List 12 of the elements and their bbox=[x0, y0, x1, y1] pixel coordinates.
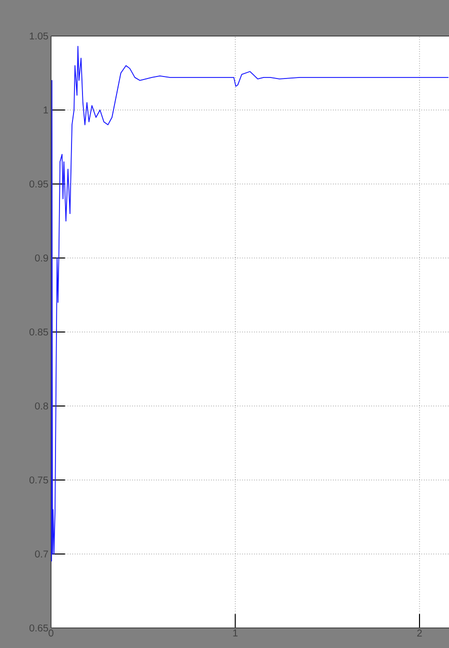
y-tick-label: 0.65 bbox=[29, 624, 48, 632]
x-tick-label: 2 bbox=[417, 630, 422, 636]
y-tick-label: 0.9 bbox=[35, 254, 48, 262]
y-tick-label: 0.75 bbox=[29, 476, 48, 484]
y-tick-label: 0.8 bbox=[35, 402, 48, 410]
y-tick-label: 1 bbox=[44, 106, 48, 114]
y-tick-label: 0.7 bbox=[35, 550, 48, 558]
y-tick-label: 1.05 bbox=[30, 32, 48, 40]
x-tick-label: 0 bbox=[48, 630, 54, 637]
x-tick-label: 1 bbox=[233, 630, 238, 636]
y-tick-label: 0.85 bbox=[29, 328, 48, 336]
y-tick-label: 0.95 bbox=[29, 180, 48, 188]
